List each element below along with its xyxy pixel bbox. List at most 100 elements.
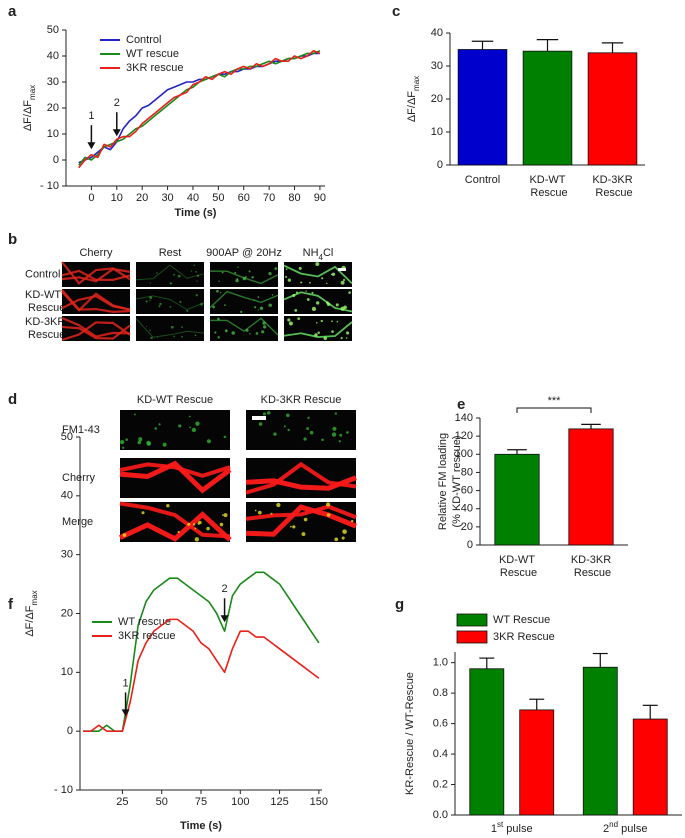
punctum bbox=[292, 293, 296, 297]
y-tick-label: 0.0 bbox=[433, 809, 448, 821]
punctum bbox=[223, 435, 227, 439]
fiber bbox=[283, 264, 353, 285]
bar bbox=[469, 668, 505, 816]
column-header: 900AP @ 20Hz bbox=[206, 247, 282, 259]
x-tick-label: KD-WT Rescue bbox=[527, 174, 567, 199]
y-tick-label: 1.0 bbox=[433, 657, 448, 669]
punctum bbox=[301, 532, 306, 537]
annotation-label: 1 bbox=[123, 677, 129, 689]
y-tick-label: 80 bbox=[461, 466, 473, 478]
punctum bbox=[156, 272, 158, 274]
y-tick-label: 10 bbox=[61, 666, 73, 678]
micrograph bbox=[283, 262, 353, 287]
punctum bbox=[219, 522, 224, 527]
punctum bbox=[286, 413, 290, 418]
punctum bbox=[258, 422, 263, 426]
fiber bbox=[61, 261, 131, 285]
data-line bbox=[78, 50, 321, 169]
punctum bbox=[251, 276, 254, 279]
punctum bbox=[231, 331, 235, 335]
column-header: Cherry bbox=[79, 247, 113, 259]
punctum bbox=[271, 294, 274, 296]
punctum bbox=[268, 303, 272, 308]
punctum bbox=[270, 512, 273, 515]
punctum bbox=[149, 329, 151, 332]
punctum bbox=[195, 270, 197, 273]
x-tick-label: 75 bbox=[195, 796, 207, 808]
punctum bbox=[162, 442, 167, 447]
row-label: Cherry bbox=[62, 472, 96, 484]
punctum bbox=[224, 329, 228, 333]
x-tick-label: 100 bbox=[231, 796, 249, 808]
micrograph-bg bbox=[210, 262, 278, 287]
legend-label: WT Rescue bbox=[493, 614, 550, 626]
micrograph-bg bbox=[210, 289, 278, 314]
punctum bbox=[177, 274, 181, 278]
bar bbox=[494, 453, 540, 546]
fiber bbox=[118, 511, 232, 542]
fiber bbox=[135, 318, 205, 338]
micrograph bbox=[135, 289, 205, 314]
scale-bar bbox=[252, 416, 266, 420]
micrograph bbox=[61, 316, 131, 341]
fiber bbox=[119, 462, 231, 478]
row-label: FM1-43 bbox=[62, 424, 100, 436]
x-tick-label: 1st pulse bbox=[491, 820, 533, 835]
y-tick-label: 30 bbox=[431, 60, 443, 72]
fiber bbox=[209, 317, 279, 336]
legend-swatch bbox=[456, 630, 488, 644]
punctum bbox=[200, 302, 203, 306]
punctum bbox=[321, 438, 324, 442]
punctum bbox=[340, 337, 343, 340]
punctum bbox=[255, 332, 259, 335]
punctum bbox=[306, 427, 310, 430]
micrograph bbox=[61, 289, 131, 314]
punctum bbox=[214, 331, 217, 334]
y-tick-label: 50 bbox=[47, 24, 59, 36]
punctum bbox=[133, 413, 136, 416]
punctum bbox=[181, 326, 183, 329]
micrograph bbox=[209, 289, 279, 314]
punctum bbox=[206, 526, 210, 531]
x-tick-label: 20 bbox=[136, 192, 148, 204]
punctum bbox=[331, 330, 334, 333]
y-tick-label: 0.4 bbox=[433, 748, 448, 760]
micrograph-bg bbox=[136, 316, 204, 341]
punctum bbox=[122, 446, 125, 449]
punctum bbox=[149, 296, 153, 300]
y-tick-label: 20 bbox=[47, 102, 59, 114]
punctum bbox=[340, 306, 345, 311]
panel-letter: f bbox=[8, 596, 14, 613]
y-tick-label: - 10 bbox=[40, 180, 59, 192]
x-tick-label: KD-3KR Rescue bbox=[592, 174, 632, 199]
punctum bbox=[305, 290, 307, 292]
punctum bbox=[314, 333, 318, 337]
punctum bbox=[300, 281, 303, 284]
y-tick-label: 0.8 bbox=[433, 687, 448, 699]
punctum bbox=[253, 299, 255, 301]
x-tick-label: 80 bbox=[288, 192, 300, 204]
punctum bbox=[217, 317, 220, 321]
micrograph bbox=[119, 458, 232, 498]
punctum bbox=[145, 300, 148, 303]
punctum bbox=[297, 317, 301, 320]
arrow-head bbox=[112, 129, 121, 137]
punctum bbox=[326, 302, 331, 307]
punctum bbox=[257, 510, 262, 515]
punctum bbox=[320, 319, 323, 323]
y-tick-label: - 10 bbox=[54, 784, 73, 796]
punctum bbox=[149, 299, 151, 302]
punctum bbox=[248, 270, 251, 273]
punctum bbox=[330, 273, 333, 276]
punctum bbox=[257, 296, 260, 298]
row-label: KD-WT Rescue bbox=[25, 289, 65, 314]
punctum bbox=[149, 282, 151, 284]
bar bbox=[519, 709, 555, 816]
punctum bbox=[178, 424, 182, 428]
punctum bbox=[287, 428, 290, 432]
x-axis-label: Time (s) bbox=[180, 820, 222, 832]
punctum bbox=[177, 530, 180, 534]
panel-letter: b bbox=[8, 231, 17, 248]
punctum bbox=[303, 437, 307, 441]
